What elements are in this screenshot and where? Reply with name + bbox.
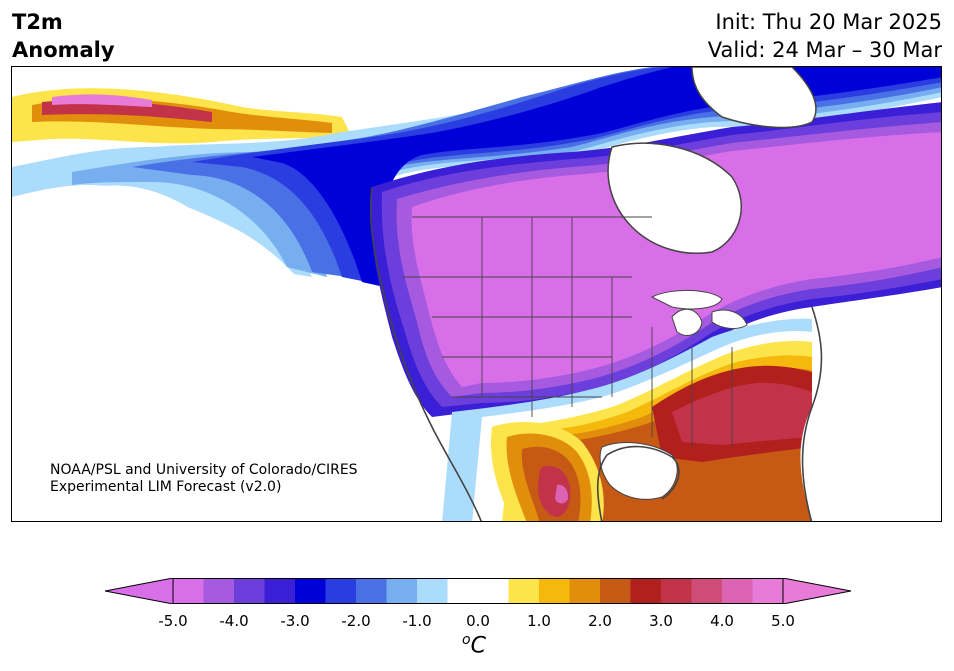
credit-line-2: Experimental LIM Forecast (v2.0) — [50, 479, 282, 495]
colorbar-border — [172, 578, 784, 604]
colorbar-segment — [356, 578, 387, 604]
colorbar-tick-label: -5.0 — [158, 612, 188, 630]
colorbar-tick-label: -4.0 — [219, 612, 249, 630]
credit-text: NOAA/PSL and University of Colorado/CIRE… — [50, 462, 358, 496]
credit-line-1: NOAA/PSL and University of Colorado/CIRE… — [50, 462, 358, 478]
colorbar-segment — [173, 578, 204, 604]
colorbar-unit: oC — [462, 632, 486, 658]
unit-degree: o — [462, 632, 471, 648]
title-block: T2m Anomaly — [12, 8, 115, 64]
colorbar-segment — [630, 578, 662, 604]
colorbar-segment — [752, 578, 784, 604]
map-canvas — [12, 67, 941, 521]
colorbar-segment — [508, 578, 540, 604]
colorbar-tick-label: 5.0 — [771, 612, 795, 630]
colorbar-segment — [600, 578, 631, 604]
colorbar-segment — [264, 578, 296, 604]
colorbar-tick-label: -1.0 — [402, 612, 432, 630]
valid-range: Valid: 24 Mar – 30 Mar — [707, 38, 942, 62]
colorbar-segment — [295, 578, 326, 604]
colorbar-over-arrow — [782, 577, 852, 605]
colorbar-tick-label: 2.0 — [588, 612, 612, 630]
colorbar-segment — [539, 578, 570, 604]
colorbar-tick-label: 0.0 — [466, 612, 490, 630]
init-date: Init: Thu 20 Mar 2025 — [715, 10, 942, 34]
colorbar-tick-label: -3.0 — [280, 612, 310, 630]
colorbar-segment — [417, 578, 448, 604]
colorbar-segment — [234, 578, 265, 604]
colorbar-segment — [661, 578, 692, 604]
title-variable: T2m — [12, 10, 63, 34]
colorbar-tick-label: 3.0 — [649, 612, 673, 630]
colorbar-segment — [325, 578, 357, 604]
anomaly-map: NOAA/PSL and University of Colorado/CIRE… — [11, 66, 942, 522]
forecast-dates: Init: Thu 20 Mar 2025 Valid: 24 Mar – 30… — [708, 8, 942, 64]
colorbar-tick-label: 1.0 — [527, 612, 551, 630]
coastline — [369, 186, 823, 521]
unit-letter: C — [470, 633, 486, 659]
colorbar-segment — [478, 578, 509, 604]
colorbar — [104, 577, 852, 608]
colorbar-segment — [722, 578, 753, 604]
colorbar-segment — [691, 578, 723, 604]
colorbar-tick-label: -2.0 — [341, 612, 371, 630]
colorbar-segment — [569, 578, 601, 604]
colorbar-tick-label: 4.0 — [710, 612, 734, 630]
colorbar-segment — [203, 578, 235, 604]
colorbar-segment — [447, 578, 479, 604]
colorbar-graphic — [104, 577, 852, 605]
colorbar-under-arrow — [104, 577, 174, 605]
colorbar-segment — [386, 578, 418, 604]
title-type: Anomaly — [12, 38, 115, 62]
state-borders — [402, 216, 733, 447]
